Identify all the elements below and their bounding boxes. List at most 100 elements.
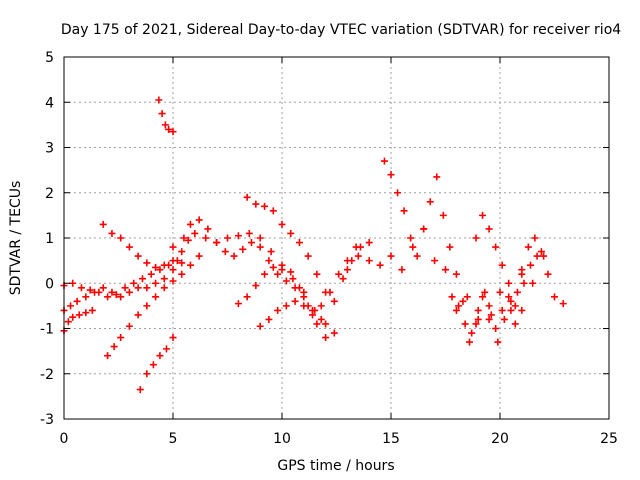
data-point (64, 318, 72, 326)
data-point (156, 266, 164, 274)
data-point (300, 293, 308, 301)
data-point (234, 300, 242, 308)
data-point (267, 248, 275, 256)
data-point (88, 306, 96, 314)
data-point (158, 110, 166, 118)
data-point (112, 291, 120, 299)
data-point (313, 320, 321, 328)
data-point (465, 338, 473, 346)
data-point (69, 279, 77, 287)
data-point (278, 261, 286, 269)
data-point (274, 270, 282, 278)
data-point (487, 311, 495, 319)
data-point (426, 198, 434, 206)
data-point (461, 320, 469, 328)
data-point (195, 252, 203, 260)
data-point (492, 243, 500, 251)
grid (64, 57, 609, 419)
data-point (265, 257, 273, 265)
data-point (472, 320, 480, 328)
data-point (99, 284, 107, 292)
data-point (156, 352, 164, 360)
data-point (520, 279, 528, 287)
data-point (125, 243, 133, 251)
y-tick-label: -2 (40, 367, 54, 383)
data-point (169, 128, 177, 136)
data-point (394, 189, 402, 197)
data-point (243, 193, 251, 201)
data-point (169, 266, 177, 274)
data-point (186, 261, 194, 269)
series-arc-16 (472, 211, 552, 310)
x-tick-label: 25 (600, 431, 618, 447)
data-point (343, 257, 351, 265)
data-point (143, 370, 151, 378)
data-point (511, 320, 519, 328)
data-point (261, 270, 269, 278)
data-point (221, 248, 229, 256)
data-point (433, 173, 441, 181)
data-point (186, 220, 194, 228)
data-point (400, 207, 408, 215)
data-point (352, 243, 360, 251)
data-point (130, 279, 138, 287)
data-point (485, 225, 493, 233)
data-point (295, 284, 303, 292)
data-point (104, 293, 112, 301)
data-point (498, 306, 506, 314)
data-point (134, 311, 142, 319)
data-points (60, 96, 567, 394)
data-point (309, 311, 317, 319)
data-point (409, 243, 417, 251)
data-point (274, 306, 282, 314)
data-point (513, 288, 521, 296)
data-point (420, 225, 428, 233)
data-point (180, 234, 188, 242)
data-point (448, 293, 456, 301)
data-point (152, 279, 160, 287)
data-point (82, 309, 90, 317)
data-point (82, 293, 90, 301)
y-axis-label: SDTVAR / TECUs (8, 181, 24, 296)
data-point (143, 284, 151, 292)
data-point (247, 239, 255, 247)
data-point (335, 270, 343, 278)
data-point (455, 302, 463, 310)
data-point (518, 306, 526, 314)
data-point (169, 277, 177, 285)
data-point (143, 259, 151, 267)
data-point (339, 275, 347, 283)
data-point (261, 202, 269, 210)
y-tick-label: 3 (45, 141, 54, 157)
data-point (485, 315, 493, 323)
y-tick-label: 1 (45, 231, 54, 247)
data-point (387, 252, 395, 260)
y-tick-label: -3 (40, 412, 54, 428)
data-point (184, 236, 192, 244)
series-arc-14 (380, 157, 526, 346)
data-point (496, 288, 504, 296)
data-point (143, 302, 151, 310)
data-point (169, 334, 177, 342)
data-point (73, 297, 81, 305)
data-point (442, 266, 449, 274)
data-point (330, 329, 338, 337)
series-arc-2 (60, 259, 186, 314)
data-point (481, 288, 489, 296)
data-point (479, 293, 487, 301)
data-point (289, 275, 297, 283)
data-point (376, 261, 384, 269)
data-point (322, 320, 330, 328)
data-point (527, 261, 535, 269)
data-point (245, 229, 253, 237)
series-arc-15 (448, 252, 541, 346)
data-point (178, 259, 186, 267)
data-point (505, 293, 513, 301)
data-point (291, 297, 299, 305)
data-point (452, 306, 460, 314)
data-point (234, 232, 242, 240)
data-point (398, 266, 406, 274)
data-point (295, 239, 303, 247)
data-point (524, 243, 532, 251)
data-point (507, 297, 515, 305)
